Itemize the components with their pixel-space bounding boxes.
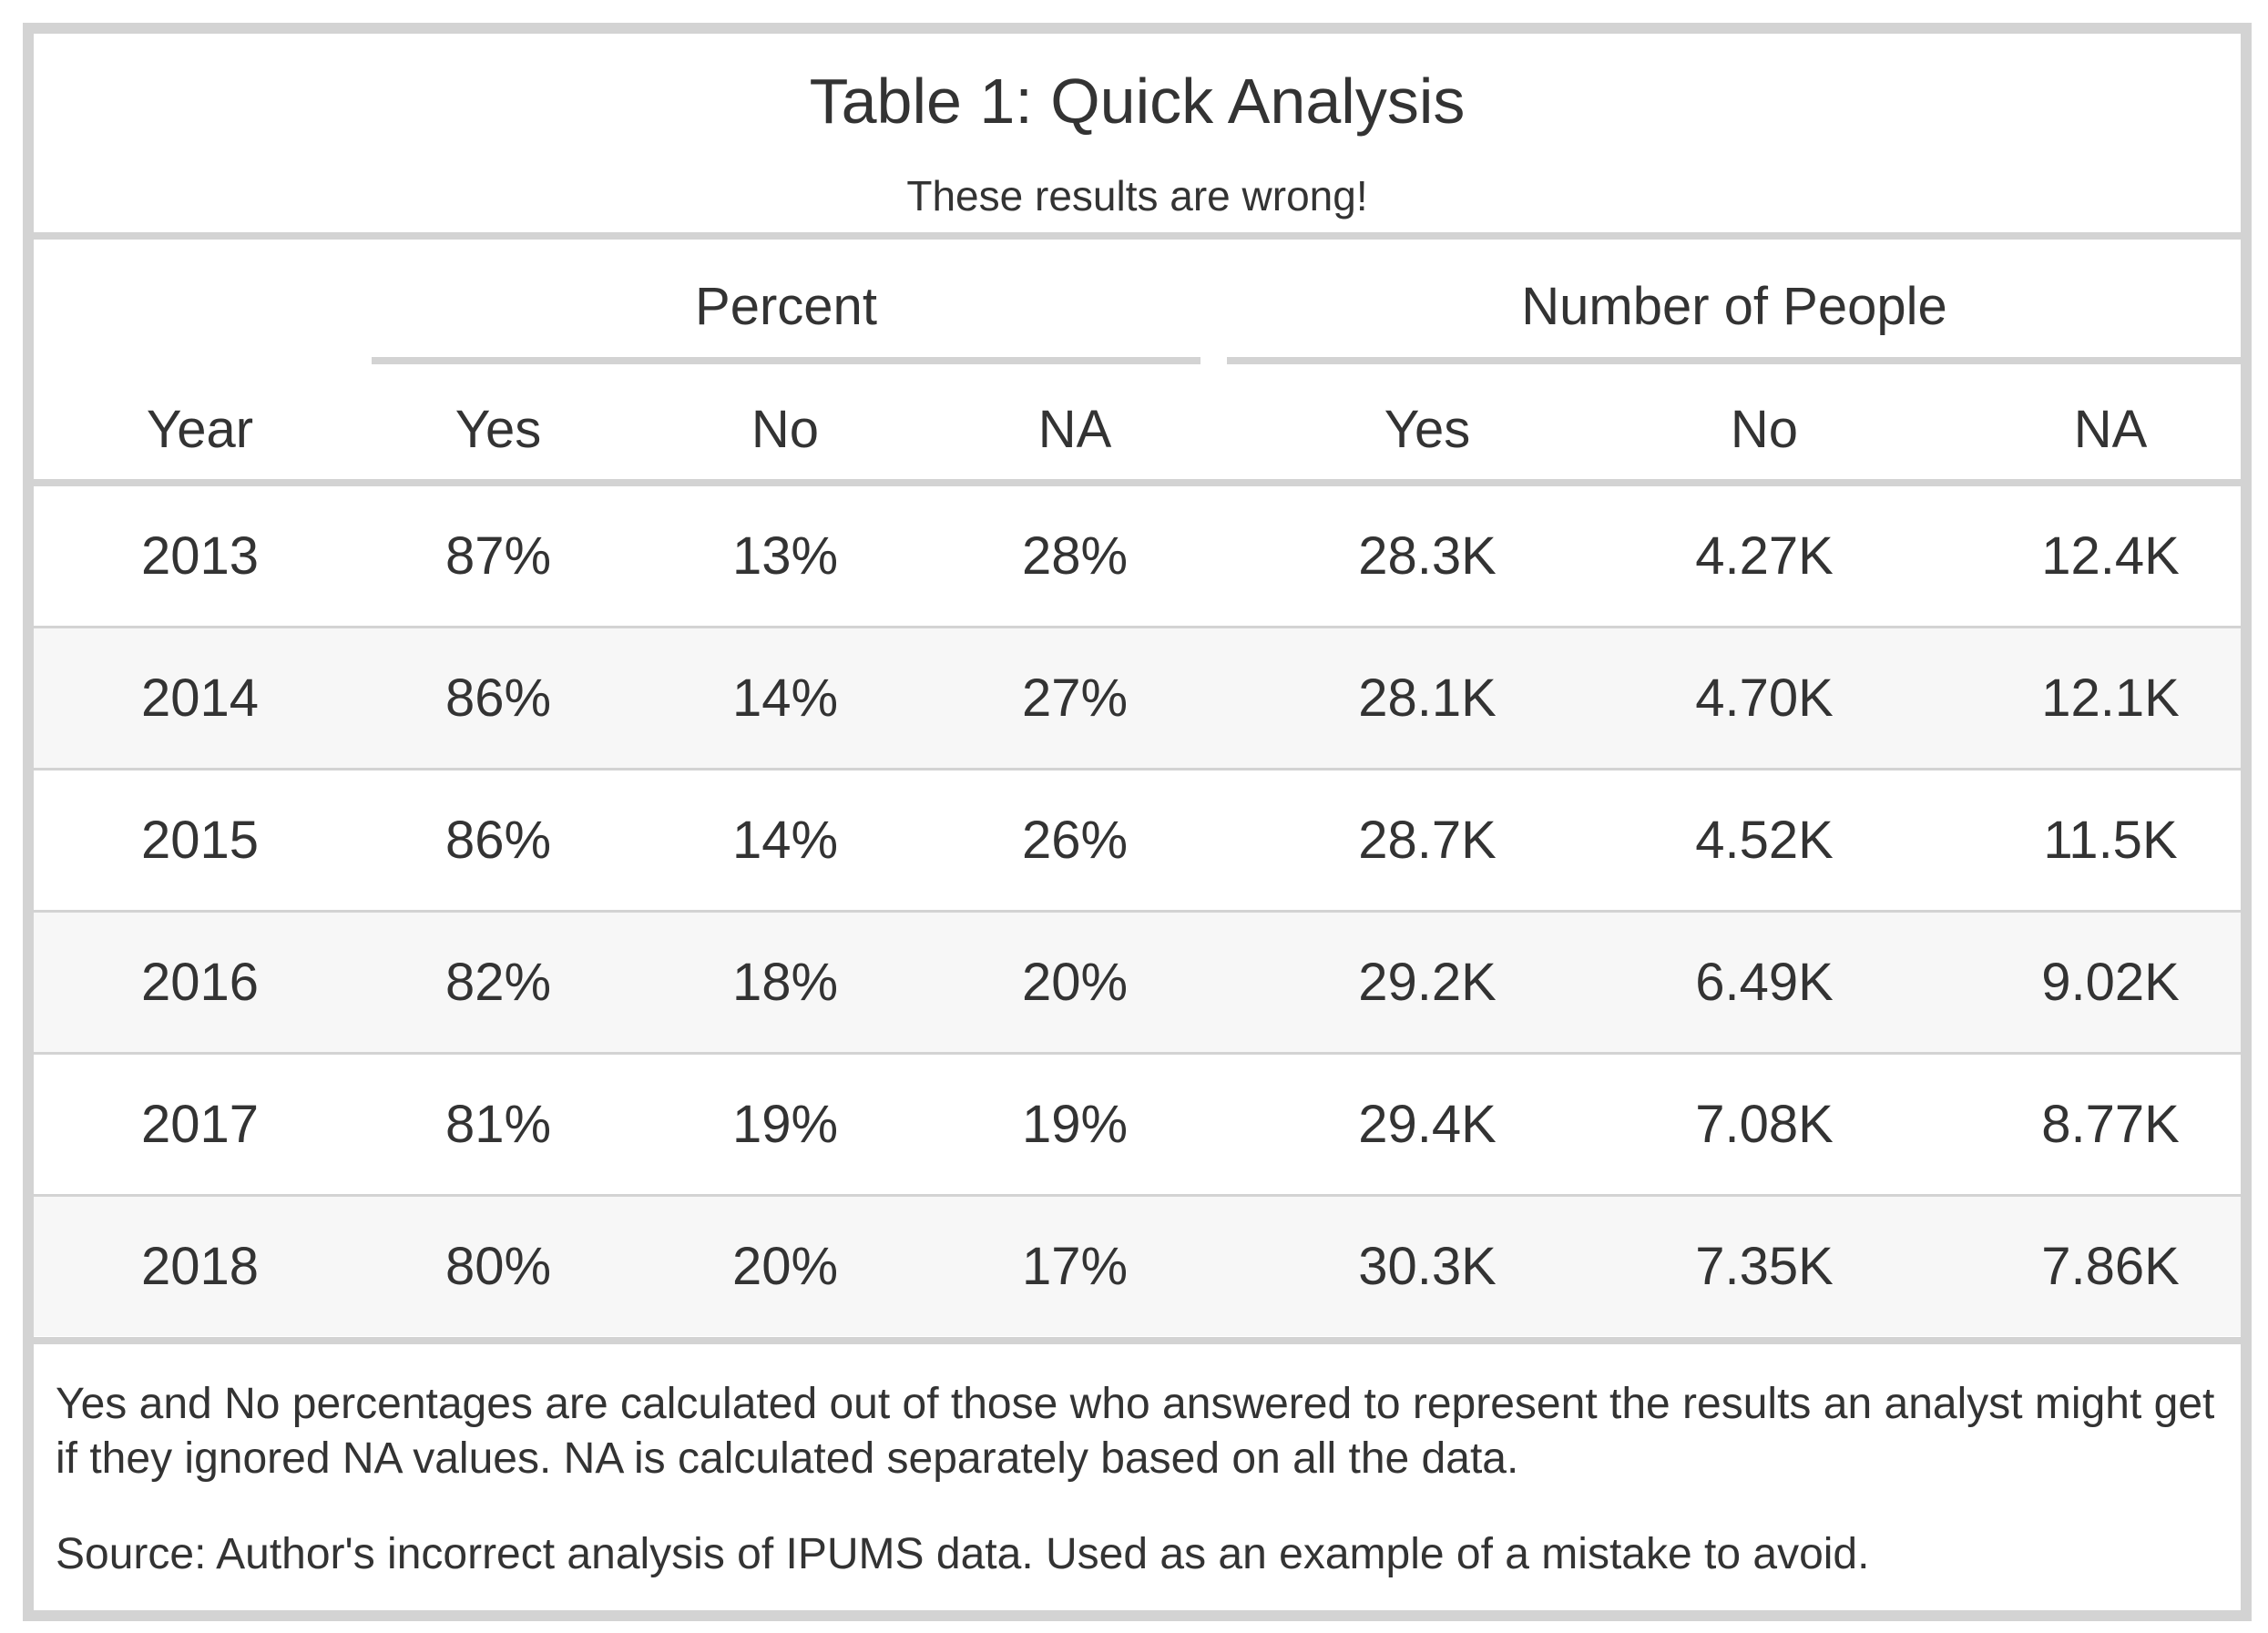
column-header-percent-na: NA — [1037, 400, 1112, 459]
column-header-people-na: NA — [2073, 400, 2148, 459]
cell-people-na: 12.4K — [2041, 526, 2180, 586]
cell-people-na: 11.5K — [2043, 811, 2178, 870]
table-row: 2018 80% 20% 17% 30.3K 7.35K 7.86K — [34, 1197, 2241, 1336]
table-row: 2015 86% 14% 26% 28.7K 4.52K 11.5K — [34, 771, 2241, 910]
cell-people-no: 7.35K — [1695, 1237, 1834, 1296]
row-divider — [34, 1052, 2241, 1055]
cell-people-no: 4.27K — [1695, 526, 1834, 586]
row-divider — [34, 1194, 2241, 1197]
cell-year: 2015 — [140, 811, 260, 870]
cell-percent-na: 19% — [1021, 1095, 1129, 1154]
cell-percent-no: 14% — [731, 669, 839, 728]
cell-percent-yes: 87% — [444, 526, 552, 586]
column-header-percent-no: No — [751, 400, 820, 459]
cell-people-yes: 29.4K — [1358, 1095, 1497, 1154]
cell-people-yes: 28.1K — [1358, 669, 1497, 728]
cell-people-no: 4.70K — [1695, 669, 1834, 728]
row-divider — [34, 768, 2241, 771]
header-divider — [34, 479, 2241, 486]
cell-percent-no: 18% — [731, 953, 839, 1012]
spanner-percent: Percent — [695, 277, 877, 336]
cell-percent-no: 14% — [731, 811, 839, 870]
cell-year: 2016 — [140, 953, 260, 1012]
cell-percent-no: 19% — [731, 1095, 839, 1154]
cell-percent-na: 26% — [1021, 811, 1129, 870]
cell-people-na: 7.86K — [2041, 1237, 2180, 1296]
cell-people-no: 6.49K — [1695, 953, 1834, 1012]
table-frame: Table 1: Quick Analysis These results ar… — [23, 23, 2252, 1621]
table-source-note: Source: Author's incorrect analysis of I… — [56, 1530, 1870, 1578]
footer-divider — [34, 1337, 2241, 1344]
column-header-year: Year — [146, 400, 254, 459]
cell-percent-yes: 86% — [444, 669, 552, 728]
cell-year: 2014 — [140, 669, 260, 728]
table-row: 2017 81% 19% 19% 29.4K 7.08K 8.77K — [34, 1055, 2241, 1194]
table-row: 2016 82% 18% 20% 29.2K 6.49K 9.02K — [34, 913, 2241, 1052]
cell-percent-no: 13% — [731, 526, 839, 586]
table-title-block: Table 1: Quick Analysis These results ar… — [34, 34, 2241, 232]
cell-percent-na: 27% — [1021, 669, 1129, 728]
cell-people-na: 9.02K — [2041, 953, 2180, 1012]
spanner-people-rule — [1227, 357, 2241, 364]
cell-percent-na: 17% — [1021, 1237, 1129, 1296]
cell-people-na: 8.77K — [2041, 1095, 2180, 1154]
spanner-number-of-people: Number of People — [1521, 277, 1947, 336]
cell-year: 2017 — [140, 1095, 260, 1154]
cell-people-na: 12.1K — [2041, 669, 2180, 728]
cell-people-yes: 28.7K — [1358, 811, 1497, 870]
cell-percent-yes: 82% — [444, 953, 552, 1012]
table-footnote: Yes and No percentages are calculated ou… — [56, 1380, 2215, 1483]
cell-percent-na: 28% — [1021, 526, 1129, 586]
cell-year: 2013 — [140, 526, 260, 586]
table-title: Table 1: Quick Analysis — [809, 66, 1466, 137]
cell-percent-yes: 80% — [444, 1237, 552, 1296]
column-header-percent-yes: Yes — [455, 400, 542, 459]
column-header-people-no: No — [1730, 400, 1799, 459]
row-divider — [34, 626, 2241, 628]
cell-people-no: 7.08K — [1695, 1095, 1834, 1154]
row-divider — [34, 910, 2241, 913]
table-subtitle: These results are wrong! — [906, 172, 1368, 219]
cell-people-no: 4.52K — [1695, 811, 1834, 870]
table-row: 2013 87% 13% 28% 28.3K 4.27K 12.4K — [34, 486, 2241, 626]
cell-people-yes: 28.3K — [1358, 526, 1497, 586]
cell-percent-yes: 86% — [444, 811, 552, 870]
cell-people-yes: 30.3K — [1358, 1237, 1497, 1296]
cell-percent-yes: 81% — [444, 1095, 552, 1154]
cell-percent-no: 20% — [731, 1237, 839, 1296]
cell-people-yes: 29.2K — [1358, 953, 1497, 1012]
title-divider — [34, 232, 2241, 240]
table-row: 2014 86% 14% 27% 28.1K 4.70K 12.1K — [34, 628, 2241, 768]
column-header-people-yes: Yes — [1384, 400, 1471, 459]
cell-year: 2018 — [140, 1237, 260, 1296]
cell-percent-na: 20% — [1021, 953, 1129, 1012]
spanner-percent-rule — [372, 357, 1200, 364]
